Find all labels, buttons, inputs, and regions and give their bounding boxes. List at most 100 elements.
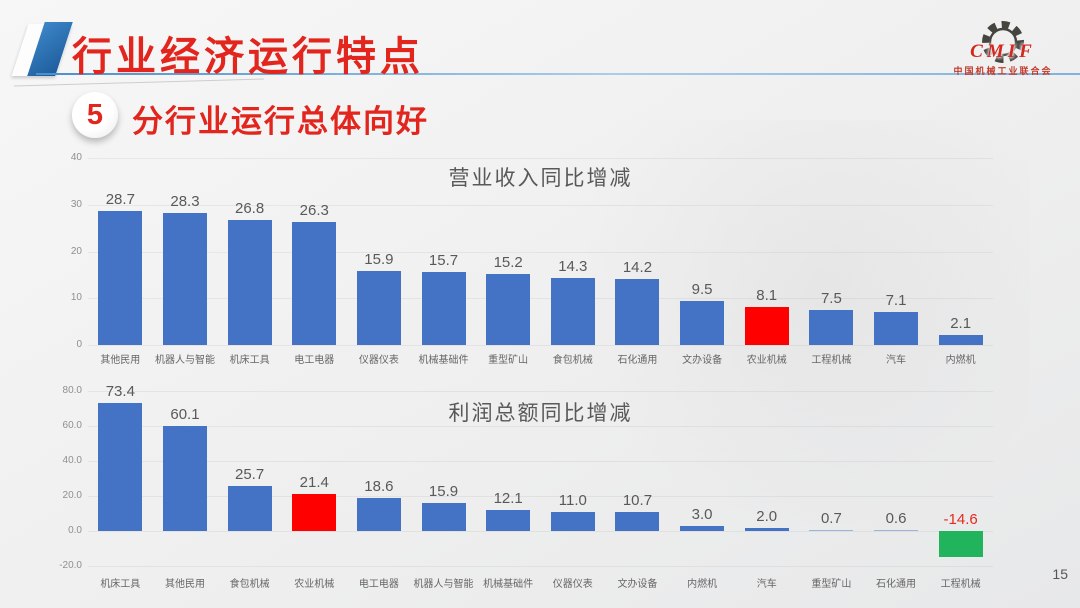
bar-column: 15.7 机械基础件 (411, 158, 476, 366)
bar (809, 529, 854, 531)
value-label: 2.1 (950, 315, 972, 333)
bar (356, 498, 401, 531)
plot-area: 73.4 机床工具 60.1 其他民用 25.7 食包机械 21.4 农业机械 18.6 电工电器… (88, 383, 993, 590)
bar-column: 3.0 内燃机 (670, 391, 735, 590)
value-label: 7.5 (820, 289, 842, 307)
category-label: 石化通用 (876, 579, 916, 590)
y-tick-label: 0 (76, 339, 82, 350)
bar-column: 9.5 文办设备 (670, 158, 735, 366)
category-label: 重型矿山 (811, 579, 852, 590)
chart-title: 营业收入同比增减 (448, 167, 633, 190)
bar (744, 527, 789, 531)
gridline (88, 426, 993, 427)
bar-column: 7.5 工程机械 (799, 158, 864, 366)
value-label: 12.1 (493, 489, 523, 507)
page-number: 15 (1052, 566, 1068, 582)
gridline (88, 251, 993, 253)
category-label: 其他民用 (100, 355, 141, 366)
value-label: 18.6 (364, 478, 394, 496)
value-label: 0.6 (885, 509, 907, 527)
bar (615, 278, 660, 345)
bar (98, 210, 143, 345)
bar-column: 7.1 汽车 (864, 158, 929, 366)
bar-column: 25.7 食包机械 (217, 391, 282, 590)
logo-acronym: CMIF (970, 41, 1036, 62)
y-tick-label: 60.0 (62, 420, 82, 431)
y-tick-label: 40 (70, 152, 82, 163)
value-label: 28.7 (105, 190, 135, 208)
value-label: 11.0 (558, 491, 587, 509)
gridline (88, 345, 993, 346)
y-tick-label: 10 (70, 292, 82, 304)
value-label: 28.3 (170, 192, 200, 210)
category-label: 食包机械 (552, 355, 593, 366)
bar (809, 309, 854, 345)
profit-chart: 利润总额同比增减 73.4 机床工具 60.1 其他民用 25.7 食包机械 21.4 农业机… (0, 383, 1080, 601)
bar (162, 212, 207, 345)
bar (744, 307, 789, 345)
bar-column: 15.2 重型矿山 (476, 158, 541, 366)
y-tick-label: 30 (70, 198, 82, 210)
value-label: 3.0 (691, 505, 713, 523)
gear-icon (982, 21, 1024, 63)
bar-column: 14.2 石化通用 (605, 158, 670, 366)
gridline (88, 496, 993, 497)
category-label: 机械基础件 (483, 579, 534, 590)
bar-column: 0.7 重型矿山 (799, 391, 864, 590)
bar (421, 271, 466, 345)
bar-column: 73.4 机床工具 (88, 383, 153, 590)
y-tick-label: -20.0 (59, 560, 82, 571)
category-label: 农业机械 (294, 579, 335, 590)
bar-column: 28.3 机器人与智能 (153, 158, 218, 366)
bar (227, 219, 272, 345)
category-label: 仪器仪表 (358, 355, 399, 366)
bar (486, 273, 531, 345)
y-tick-label: 20.0 (62, 490, 82, 501)
value-label: 15.9 (364, 250, 394, 268)
gridline (88, 298, 993, 300)
category-label: 汽车 (886, 355, 906, 366)
bar-column: 14.3 食包机械 (540, 158, 605, 366)
category-label: 机器人与智能 (413, 579, 474, 590)
bar (615, 512, 660, 531)
value-label: 15.2 (493, 253, 523, 271)
bar (938, 531, 983, 557)
bar (550, 511, 595, 531)
bar-column: 26.3 电工电器 (282, 158, 347, 366)
logo-org-name: 中国机械工业联合会 (953, 66, 1053, 76)
value-label: 26.8 (235, 199, 265, 217)
category-label: 电工电器 (358, 579, 399, 590)
category-label: 机器人与智能 (154, 355, 215, 366)
category-label: 机床工具 (229, 355, 270, 366)
bar (486, 509, 531, 531)
gridline (88, 391, 993, 392)
bar-column: 15.9 机器人与智能 (411, 391, 476, 590)
value-label: 0.7 (820, 509, 842, 527)
logo: CMIF 中国机械工业联合会 (928, 16, 1078, 77)
y-tick-label: 20 (70, 245, 82, 257)
bar-column: 21.4 农业机械 (282, 391, 347, 590)
value-label: -14.6 (943, 511, 978, 528)
revenue-chart: 营业收入同比增减 28.7 其他民用 28.3 机器人与智能 26.8 机床工具 26.3 电… (0, 150, 1080, 372)
plot-area: 28.7 其他民用 28.3 机器人与智能 26.8 机床工具 26.3 电工电器 15.9 仪器… (88, 158, 993, 366)
category-label: 文办设备 (617, 579, 658, 590)
category-label: 重型矿山 (488, 355, 529, 366)
bar (98, 402, 143, 531)
bar (550, 278, 595, 345)
category-label: 石化通用 (617, 355, 658, 366)
gridline (88, 204, 993, 206)
bar-column: 8.1 农业机械 (734, 158, 799, 366)
bar (874, 311, 918, 345)
value-label: 9.5 (691, 280, 713, 298)
bar-column: 11.0 仪器仪表 (540, 391, 605, 590)
value-label: 10.7 (622, 492, 653, 510)
category-label: 仪器仪表 (552, 579, 593, 590)
bar (227, 486, 272, 531)
category-label: 食包机械 (229, 579, 270, 590)
value-label: 14.3 (558, 258, 588, 276)
page-title: 行业经济运行特点 (72, 35, 424, 79)
category-label: 工程机械 (811, 355, 852, 366)
value-label: 8.1 (756, 287, 778, 305)
bar (421, 503, 466, 531)
